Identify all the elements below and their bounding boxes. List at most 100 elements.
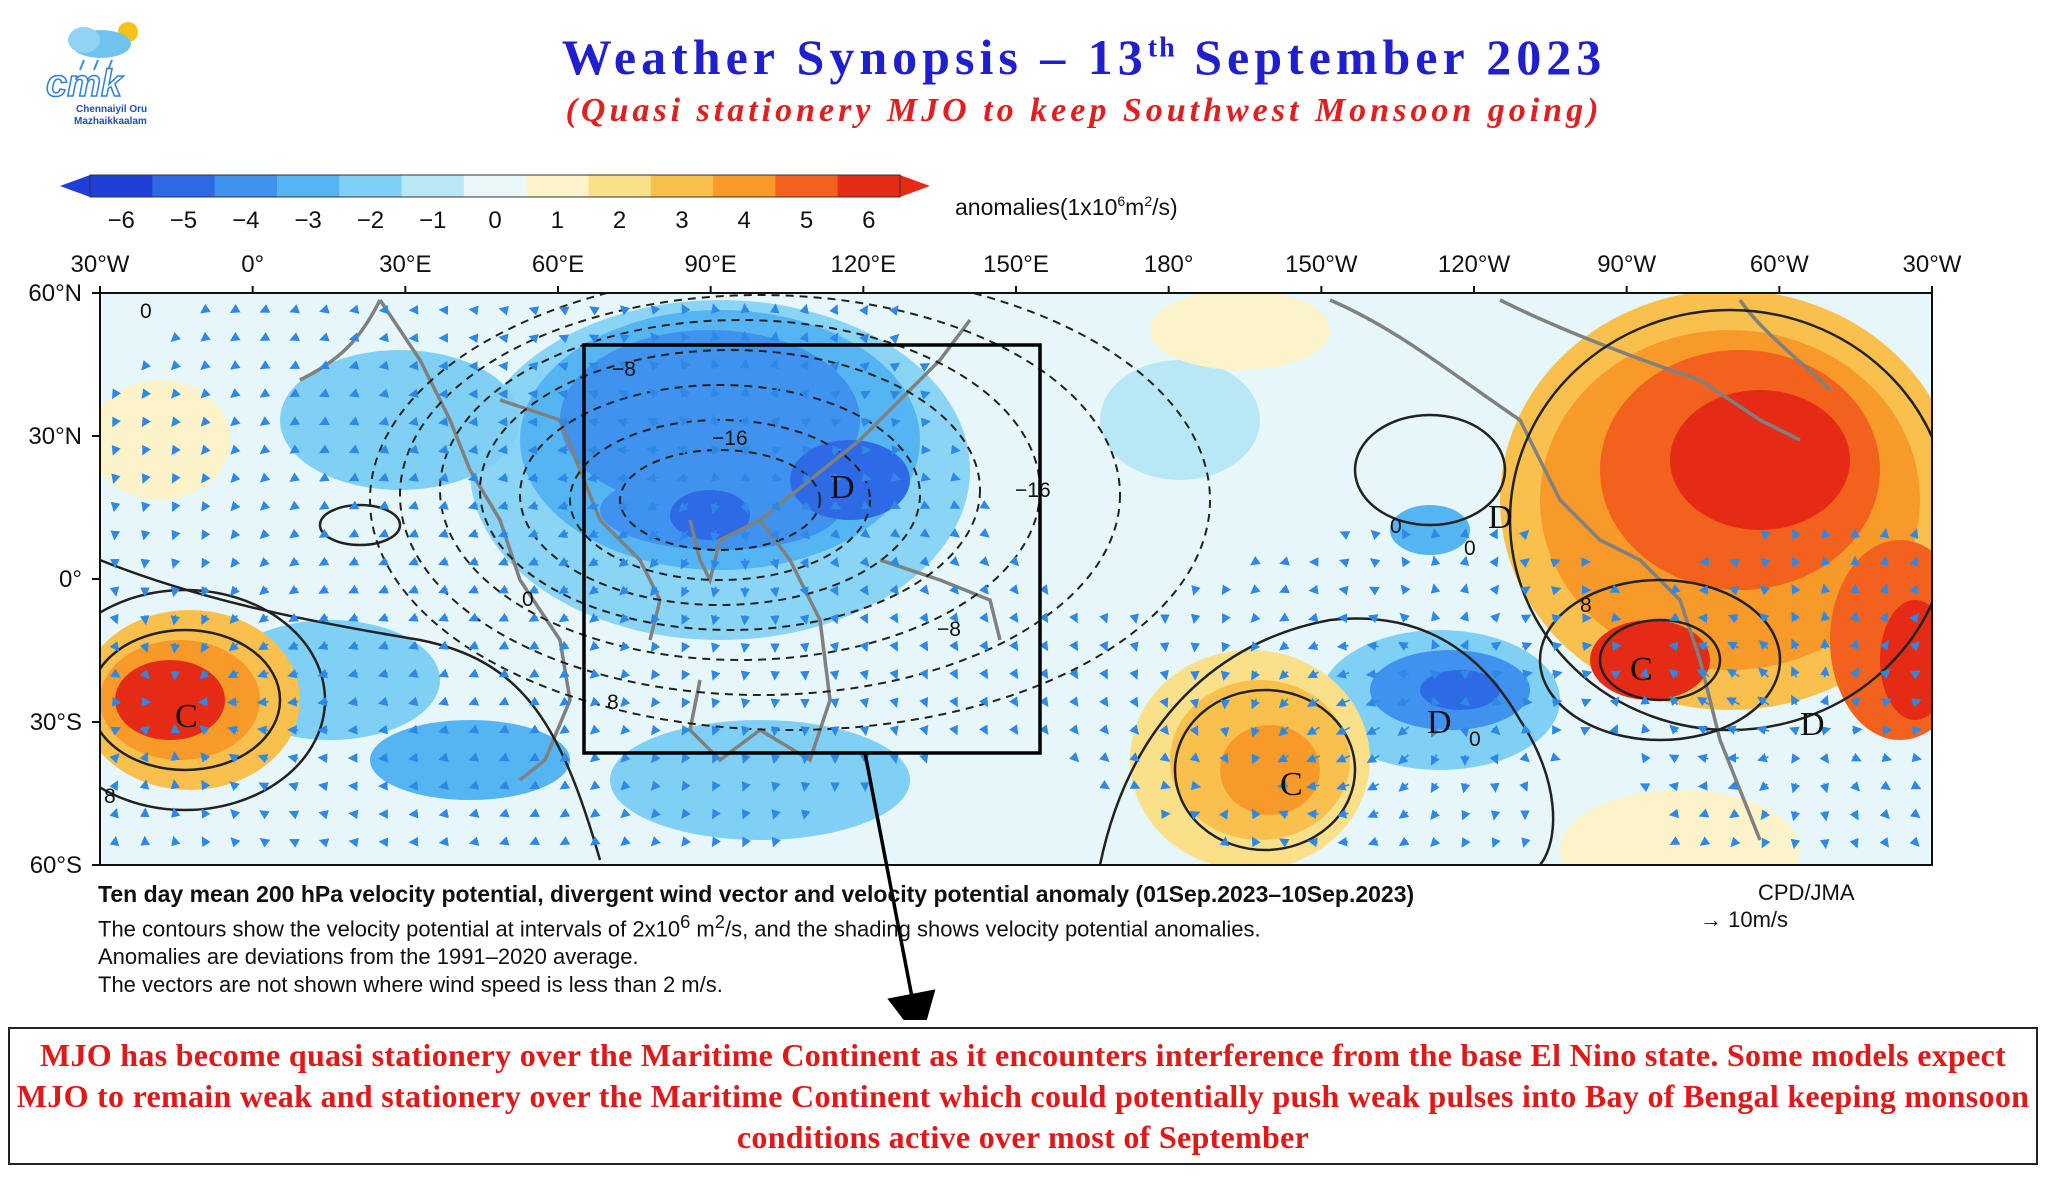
- wind-vector: [741, 698, 751, 709]
- wind-vector: [1459, 639, 1469, 651]
- wind-vector: [1038, 724, 1049, 735]
- wind-vector: [527, 500, 539, 511]
- wind-vector: [1429, 670, 1441, 680]
- wind-vector: [1431, 726, 1440, 738]
- svg-text:0: 0: [140, 300, 152, 323]
- wind-vector: [1251, 726, 1261, 738]
- wind-vector: [802, 445, 813, 456]
- wind-vector: [559, 780, 571, 790]
- wind-vector: [1727, 614, 1739, 624]
- longitude-label: 60°W: [1750, 251, 1809, 278]
- wind-vector: [681, 752, 691, 764]
- wind-vector: [680, 359, 691, 371]
- wind-vector: [408, 584, 419, 594]
- wind-vector: [200, 642, 210, 653]
- wind-vector: [1610, 670, 1622, 680]
- wind-vector: [286, 697, 299, 707]
- wind-vector: [259, 557, 270, 568]
- wind-vector: [1191, 585, 1201, 596]
- longitude-label: 90°W: [1597, 251, 1656, 278]
- wind-vector: [710, 414, 721, 426]
- wind-vector: [140, 558, 151, 569]
- wind-vector: [1761, 837, 1771, 849]
- wind-vector: [1669, 695, 1680, 707]
- wind-vector: [586, 473, 599, 483]
- wind-vector: [1129, 780, 1141, 789]
- wind-vector: [228, 641, 240, 652]
- wind-vector: [438, 500, 449, 510]
- wind-vector: [499, 836, 510, 846]
- wind-vector: [468, 612, 479, 622]
- wind-vector: [378, 388, 390, 398]
- wind-vector: [710, 502, 720, 514]
- wind-vector: [1129, 613, 1139, 624]
- wind-vector: [1396, 697, 1410, 707]
- wind-vector: [619, 641, 630, 652]
- wind-vector: [201, 557, 211, 569]
- wind-vector: [170, 779, 181, 790]
- wind-vector: [170, 586, 181, 598]
- wind-vector: [831, 472, 843, 483]
- wind-vector: [619, 305, 631, 316]
- wind-vector: [408, 500, 419, 510]
- wind-vector: [739, 445, 751, 456]
- wind-vector: [1759, 781, 1770, 792]
- wind-vector: [1669, 612, 1680, 621]
- wind-vector: [201, 586, 211, 597]
- colorbar-tick-label: 6: [862, 207, 875, 234]
- wind-vector: [1099, 668, 1108, 680]
- wind-vector: [348, 304, 360, 314]
- wind-vector: [1730, 836, 1741, 848]
- wind-vector: [676, 473, 689, 483]
- wind-vector: [588, 585, 600, 595]
- wind-vector: [710, 558, 720, 571]
- longitude-label: 60°E: [532, 251, 584, 278]
- wind-vector: [681, 780, 691, 792]
- wind-vector: [1820, 726, 1832, 736]
- wind-vector: [890, 417, 902, 428]
- wind-vector: [468, 668, 480, 678]
- wind-vector: [528, 334, 539, 344]
- wind-vector: [711, 697, 721, 709]
- wind-vector: [1881, 752, 1893, 762]
- wind-vector: [1552, 697, 1563, 708]
- colorbar-segment: [775, 175, 839, 197]
- wind-vector: [979, 499, 991, 509]
- wind-vector: [1222, 613, 1231, 624]
- wind-vector: [1278, 698, 1289, 709]
- svg-text:D: D: [830, 469, 855, 506]
- wind-vector: [1099, 752, 1110, 763]
- wind-vector: [1189, 752, 1201, 763]
- wind-vector: [289, 444, 301, 454]
- wind-vector: [348, 500, 360, 510]
- wind-vector: [170, 614, 181, 626]
- wind-vector: [559, 724, 571, 734]
- wind-vector: [1279, 584, 1290, 594]
- wind-vector: [408, 416, 419, 426]
- wind-vector: [259, 810, 270, 820]
- wind-vector: [1879, 611, 1889, 623]
- wind-vector: [557, 528, 569, 538]
- wind-vector: [679, 530, 690, 542]
- wind-vector: [317, 640, 329, 650]
- wind-vector: [1641, 723, 1651, 734]
- wind-vector: [1758, 640, 1769, 651]
- wind-vector: [1367, 809, 1379, 818]
- svg-text:8: 8: [1580, 594, 1592, 617]
- wind-vector: [230, 529, 241, 540]
- wind-vector: [408, 612, 419, 622]
- wind-vector: [681, 725, 691, 736]
- wind-vector: [979, 527, 990, 538]
- wind-vector: [498, 752, 510, 762]
- wind-vector: [829, 670, 840, 681]
- svg-text:D: D: [1488, 499, 1513, 536]
- wind-vector: [348, 388, 360, 398]
- wind-vector: [408, 360, 419, 371]
- wind-vector: [678, 502, 689, 512]
- wind-vector: [348, 837, 359, 848]
- wind-vector: [1550, 752, 1561, 762]
- wind-vector: [230, 472, 241, 483]
- svg-text:−8: −8: [937, 618, 961, 641]
- wind-vector: [1009, 640, 1019, 652]
- wind-vector: [259, 416, 271, 426]
